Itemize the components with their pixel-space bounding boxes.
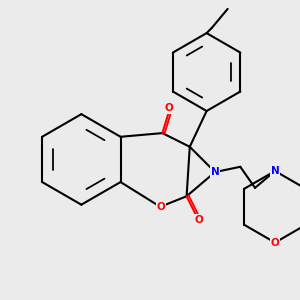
Text: N: N <box>271 166 279 176</box>
Text: O: O <box>165 103 173 113</box>
Text: N: N <box>211 167 219 177</box>
Text: O: O <box>157 202 165 212</box>
Text: O: O <box>271 238 279 248</box>
Text: O: O <box>194 215 203 225</box>
